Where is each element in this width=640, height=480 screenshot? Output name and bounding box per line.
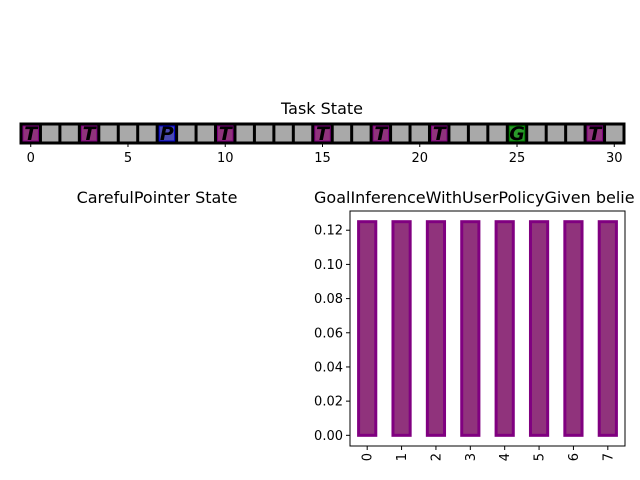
belief-bar: [563, 220, 584, 437]
plot-frame: [349, 210, 626, 447]
grid-cell: [468, 124, 488, 143]
cell-letter: T: [316, 123, 331, 145]
x-tick-label: 6: [567, 453, 582, 461]
grid-cell: [137, 124, 158, 143]
task-state-title: Task State: [280, 99, 363, 118]
cell-letter: P: [160, 123, 174, 145]
grid-cell: [390, 124, 411, 143]
grid-cell: [59, 124, 80, 143]
x-tick-label: 25: [509, 151, 526, 166]
grid-cell: [234, 124, 255, 143]
x-tick-label: 20: [411, 151, 428, 166]
grid-cell: [526, 124, 547, 143]
belief-bar: [494, 220, 515, 437]
y-tick-label: 0.10: [314, 258, 343, 273]
grid-cell: [546, 124, 566, 143]
x-tick-label: 0: [27, 151, 35, 166]
x-tick-label: 15: [314, 151, 331, 166]
grid-cell: [176, 124, 197, 143]
cell-letter: T: [374, 123, 389, 145]
y-tick-label: 0.02: [314, 395, 343, 410]
grid-cell: [448, 124, 469, 143]
grid-cell: [98, 124, 119, 143]
x-tick-label: 5: [124, 151, 132, 166]
grid-cell: [40, 124, 60, 143]
grid-cell: [351, 124, 372, 143]
task-state-chart: Task State T T P T T T T G T 0 5 10 15 20 25 30: [19, 99, 626, 166]
belief-chart-title: GoalInferenceWithUserPolicyGiven belie: [314, 188, 635, 207]
grid-cell: [565, 124, 586, 143]
grid-cell: [332, 124, 352, 143]
y-tick-label: 0.08: [314, 292, 343, 307]
grid-cell: [273, 124, 294, 143]
cell-letter: G: [509, 123, 525, 145]
x-tick-label: 4: [498, 453, 513, 461]
y-tick-label: 0.06: [314, 326, 343, 341]
y-tick-label: 0.00: [314, 429, 343, 444]
cell-letter: T: [219, 123, 234, 145]
careful-pointer-title: CarefulPointer State: [77, 188, 238, 207]
belief-bar: [391, 220, 412, 437]
x-tick-label: 7: [601, 453, 616, 461]
x-tick-label: 3: [464, 453, 479, 461]
careful-pointer-chart: CarefulPointer State: [77, 188, 238, 207]
belief-bar: [597, 220, 618, 437]
grid-cell: [410, 124, 430, 143]
grid-cell: [118, 124, 138, 143]
cell-letter: T: [433, 123, 448, 145]
grid-cell: [254, 124, 274, 143]
belief-bar: [425, 220, 447, 437]
x-tick-label: 30: [606, 151, 623, 166]
x-tick-label: 5: [533, 453, 548, 461]
cell-letter: T: [83, 123, 98, 145]
grid-cell: [487, 124, 508, 143]
x-tick-label: 10: [217, 151, 234, 166]
y-tick-label: 0.04: [314, 360, 343, 375]
cell-letter: T: [24, 123, 39, 145]
cell-letter: T: [588, 123, 603, 145]
belief-bar: [357, 220, 378, 437]
x-tick-label: 1: [395, 453, 410, 461]
grid-cell: [196, 124, 216, 143]
grid-cell: [293, 124, 313, 143]
y-tick-label: 0.12: [314, 224, 343, 239]
grid-cell: [604, 124, 624, 143]
belief-bar: [460, 220, 481, 437]
belief-bar: [528, 220, 550, 437]
x-tick-label: 0: [361, 453, 376, 461]
belief-bar-chart: GoalInferenceWithUserPolicyGiven belie 0…: [314, 188, 635, 461]
x-tick-label: 2: [429, 453, 444, 461]
